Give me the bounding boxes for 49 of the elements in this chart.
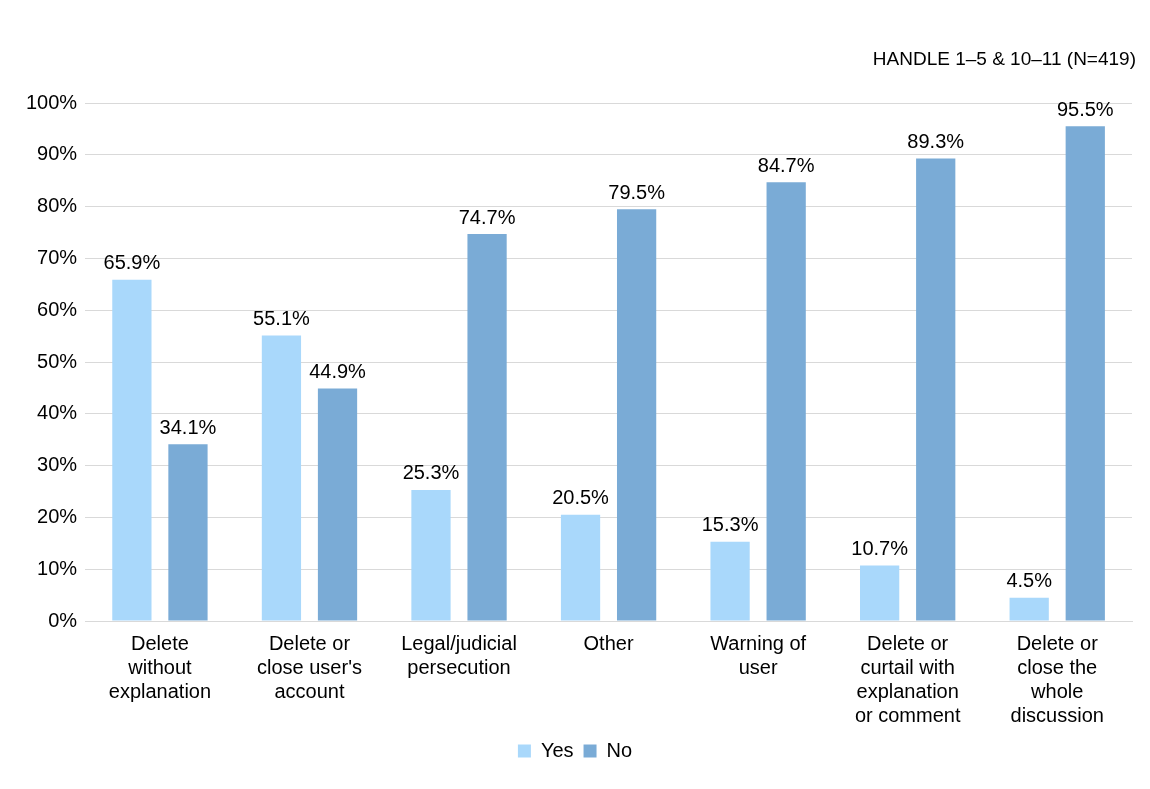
legend-label: No xyxy=(606,738,633,761)
bar xyxy=(1009,597,1049,621)
y-tick-label: 20% xyxy=(37,504,78,527)
y-tick-label: 50% xyxy=(37,349,78,372)
y-tick-label: 60% xyxy=(37,297,78,320)
bar xyxy=(766,182,806,621)
data-label: 95.5% xyxy=(1056,97,1114,120)
data-label: 10.7% xyxy=(851,537,909,560)
bar xyxy=(860,565,900,621)
bar xyxy=(467,234,507,621)
bar xyxy=(1065,126,1105,621)
data-label: 20.5% xyxy=(552,486,610,509)
data-label: 65.9% xyxy=(103,251,161,274)
data-label: 44.9% xyxy=(309,359,367,382)
bar xyxy=(411,489,451,621)
data-label: 74.7% xyxy=(458,205,516,228)
y-tick-label: 40% xyxy=(37,401,78,424)
data-label: 84.7% xyxy=(757,153,815,176)
y-tick-label: 30% xyxy=(37,453,78,476)
y-tick-label: 10% xyxy=(37,556,78,579)
x-tick-label: Delete without explanation xyxy=(108,631,212,702)
y-tick-label: 100% xyxy=(26,90,78,113)
x-tick-label: Delete or curtail with explanation or comment xyxy=(854,631,961,726)
y-tick-label: 80% xyxy=(37,194,78,217)
y-tick-label: 0% xyxy=(48,608,78,631)
legend-label: Yes xyxy=(540,738,574,761)
bar xyxy=(261,335,302,621)
chart-title: HANDLE 1–5 & 10–11 (N=419) xyxy=(872,47,1136,69)
bar xyxy=(916,158,956,621)
data-label: 15.3% xyxy=(701,513,759,536)
x-tick-label: Other xyxy=(583,631,634,654)
bar xyxy=(168,444,208,621)
x-tick-label: Warning of user xyxy=(710,631,807,678)
bar xyxy=(710,541,750,621)
data-label: 55.1% xyxy=(253,307,310,330)
data-label: 25.3% xyxy=(402,461,460,484)
data-label: 34.1% xyxy=(159,415,217,438)
x-tick-label: Legal/judicial persecution xyxy=(401,631,517,678)
data-label: 89.3% xyxy=(907,129,965,152)
bar xyxy=(560,514,601,621)
data-label: 79.5% xyxy=(608,180,666,203)
bar xyxy=(317,388,358,621)
x-tick-label: Delete or close the whole discussion xyxy=(1010,631,1104,726)
bar xyxy=(616,209,657,621)
y-tick-label: 70% xyxy=(37,245,78,268)
x-tick-label: Delete or close user's account xyxy=(256,631,362,702)
y-tick-label: 90% xyxy=(37,142,78,165)
bar xyxy=(112,279,152,621)
data-label: 4.5% xyxy=(1006,569,1053,592)
